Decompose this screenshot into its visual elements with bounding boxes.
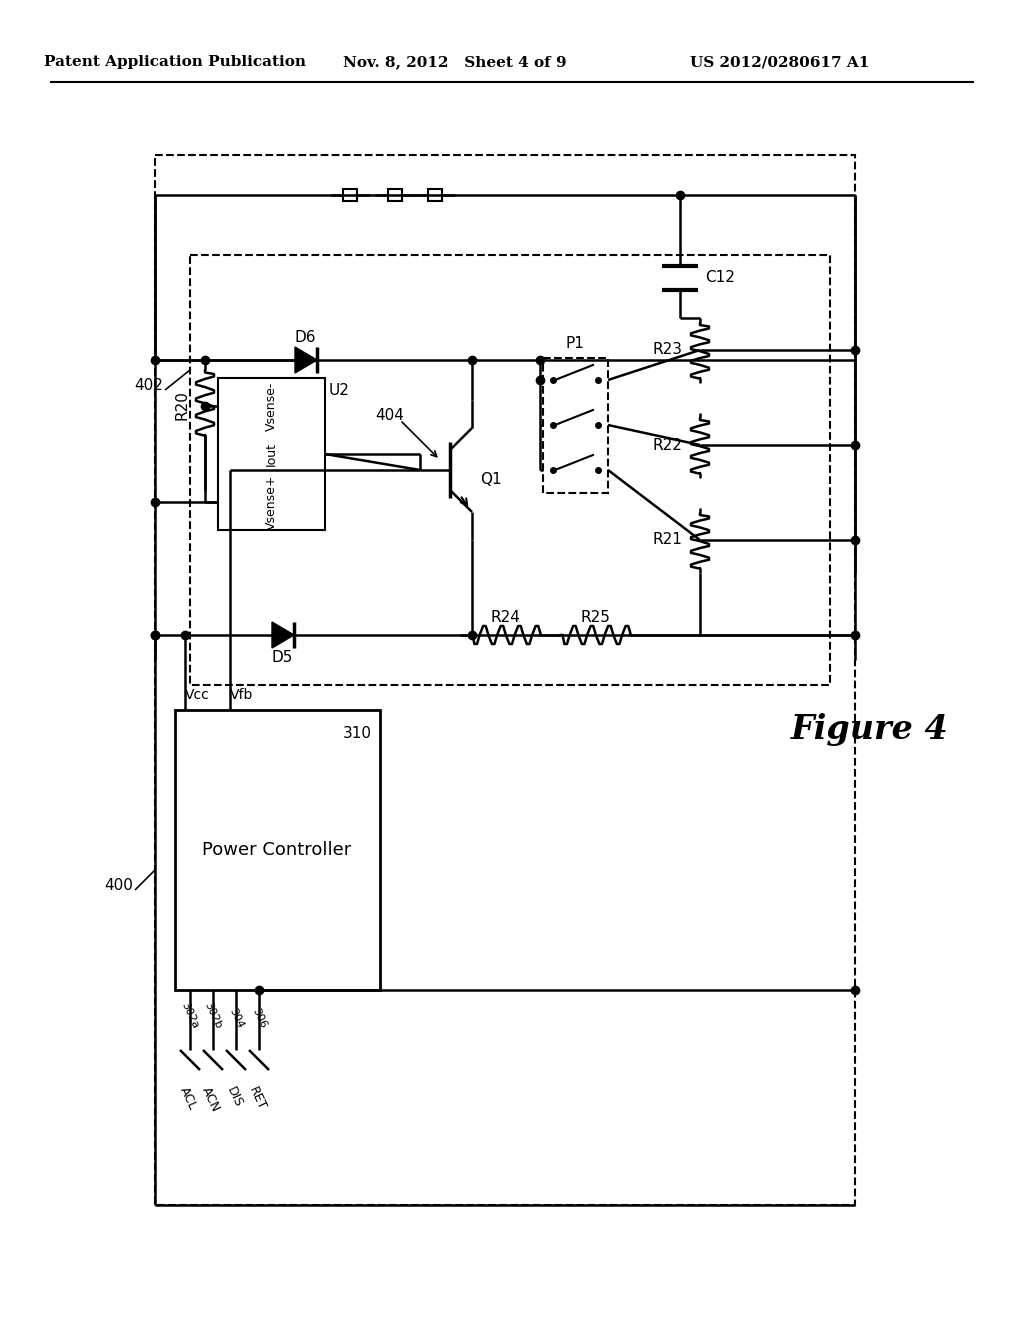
Text: DIS: DIS [223, 1085, 245, 1110]
Text: 310: 310 [343, 726, 372, 741]
Text: D5: D5 [271, 649, 293, 664]
Text: ACL: ACL [177, 1085, 199, 1113]
Text: 402: 402 [134, 378, 163, 392]
Bar [543, 358, 608, 492]
Bar [428, 189, 442, 201]
Text: Vcc: Vcc [185, 688, 210, 702]
Bar [155, 154, 855, 1205]
Text: U2: U2 [329, 383, 350, 399]
Text: 306: 306 [250, 1007, 268, 1030]
Text: 302a: 302a [179, 1001, 201, 1030]
Bar [343, 189, 357, 201]
Text: R23: R23 [652, 342, 682, 358]
Text: P1: P1 [565, 337, 585, 351]
Text: 302b: 302b [203, 1001, 223, 1030]
Text: R25: R25 [580, 610, 610, 624]
Text: US 2012/0280617 A1: US 2012/0280617 A1 [690, 55, 869, 69]
Text: C12: C12 [705, 271, 735, 285]
Text: 304: 304 [227, 1007, 245, 1030]
Bar [218, 378, 325, 531]
Bar [388, 189, 402, 201]
Text: Power Controller: Power Controller [203, 841, 351, 859]
Text: R22: R22 [652, 437, 682, 453]
Text: Vsense+: Vsense+ [264, 474, 278, 529]
Bar [175, 710, 380, 990]
Text: D6: D6 [294, 330, 315, 346]
Text: Nov. 8, 2012   Sheet 4 of 9: Nov. 8, 2012 Sheet 4 of 9 [343, 55, 567, 69]
Text: Patent Application Publication: Patent Application Publication [44, 55, 306, 69]
Text: Iout: Iout [264, 442, 278, 466]
Text: 404: 404 [376, 408, 404, 422]
Text: R20: R20 [175, 391, 190, 420]
Text: ACN: ACN [200, 1085, 222, 1114]
Text: Figure 4: Figure 4 [792, 714, 949, 747]
Polygon shape [295, 347, 317, 374]
Text: 400: 400 [104, 878, 133, 892]
Text: Vfb: Vfb [230, 688, 253, 702]
Polygon shape [272, 622, 294, 648]
Text: RET: RET [246, 1085, 268, 1113]
Text: R24: R24 [490, 610, 520, 624]
Text: R21: R21 [652, 532, 682, 548]
Text: Q1: Q1 [480, 473, 502, 487]
Bar [190, 255, 830, 685]
Text: Vsense-: Vsense- [264, 381, 278, 430]
